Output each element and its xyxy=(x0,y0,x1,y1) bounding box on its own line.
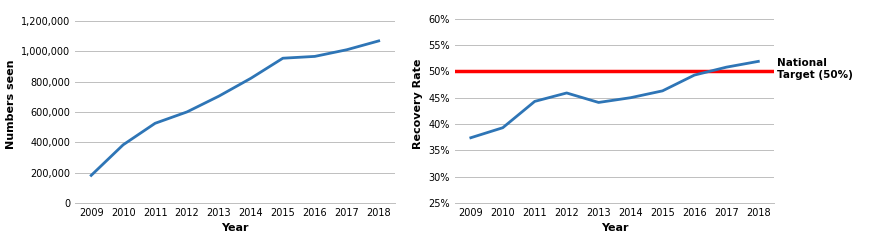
Y-axis label: Numbers seen: Numbers seen xyxy=(5,60,15,149)
Text: National
Target (50%): National Target (50%) xyxy=(778,58,854,80)
X-axis label: Year: Year xyxy=(601,223,628,234)
X-axis label: Year: Year xyxy=(222,223,248,234)
Y-axis label: Recovery Rate: Recovery Rate xyxy=(413,59,423,149)
